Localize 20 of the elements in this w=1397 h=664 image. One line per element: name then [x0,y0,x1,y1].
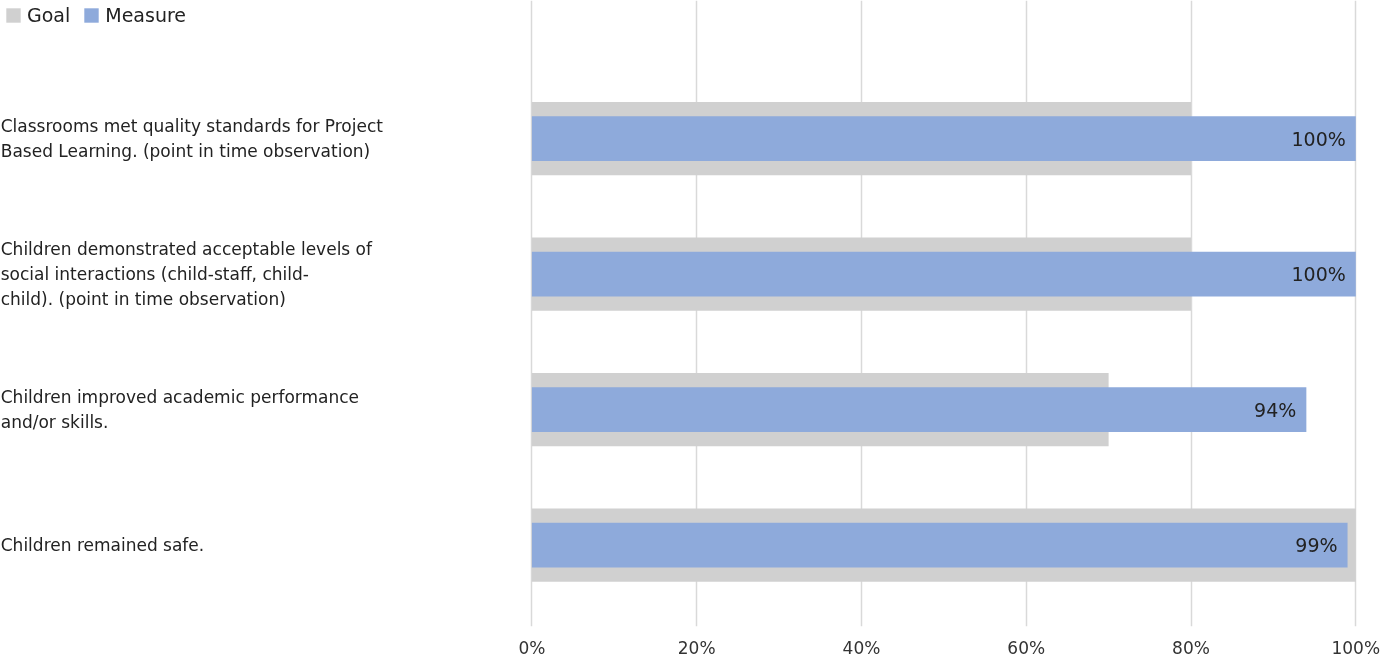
y-tick-label: Classrooms met quality standards for Project Based Learning. (point in time observation) [0,116,384,162]
data-label: 99% [1295,534,1338,557]
y-tick-label: Children remained safe. [0,535,205,556]
legend-label: Goal [27,4,71,26]
bar [531,522,1348,568]
x-tick-label: 20% [677,637,716,658]
y-tick-label: Children demonstrated acceptable levels of social interactions (child-staff, child-child). (point in time observation) [0,239,374,310]
data-label: 100% [1291,127,1346,150]
data-label: 100% [1291,263,1346,286]
x-tick-label: 80% [1172,637,1210,658]
bar [531,116,1356,162]
legend-label: Measure [105,4,187,26]
x-tick-label: 60% [1007,637,1046,658]
y-tick-label: Children improved academic performance and/or skills. [0,387,360,433]
bar [531,251,1356,297]
x-tick-label: 0% [518,637,546,658]
data-label: 94% [1254,398,1297,421]
x-tick-label: 100% [1331,637,1381,658]
bar [531,387,1307,433]
x-tick-label: 40% [842,637,881,658]
